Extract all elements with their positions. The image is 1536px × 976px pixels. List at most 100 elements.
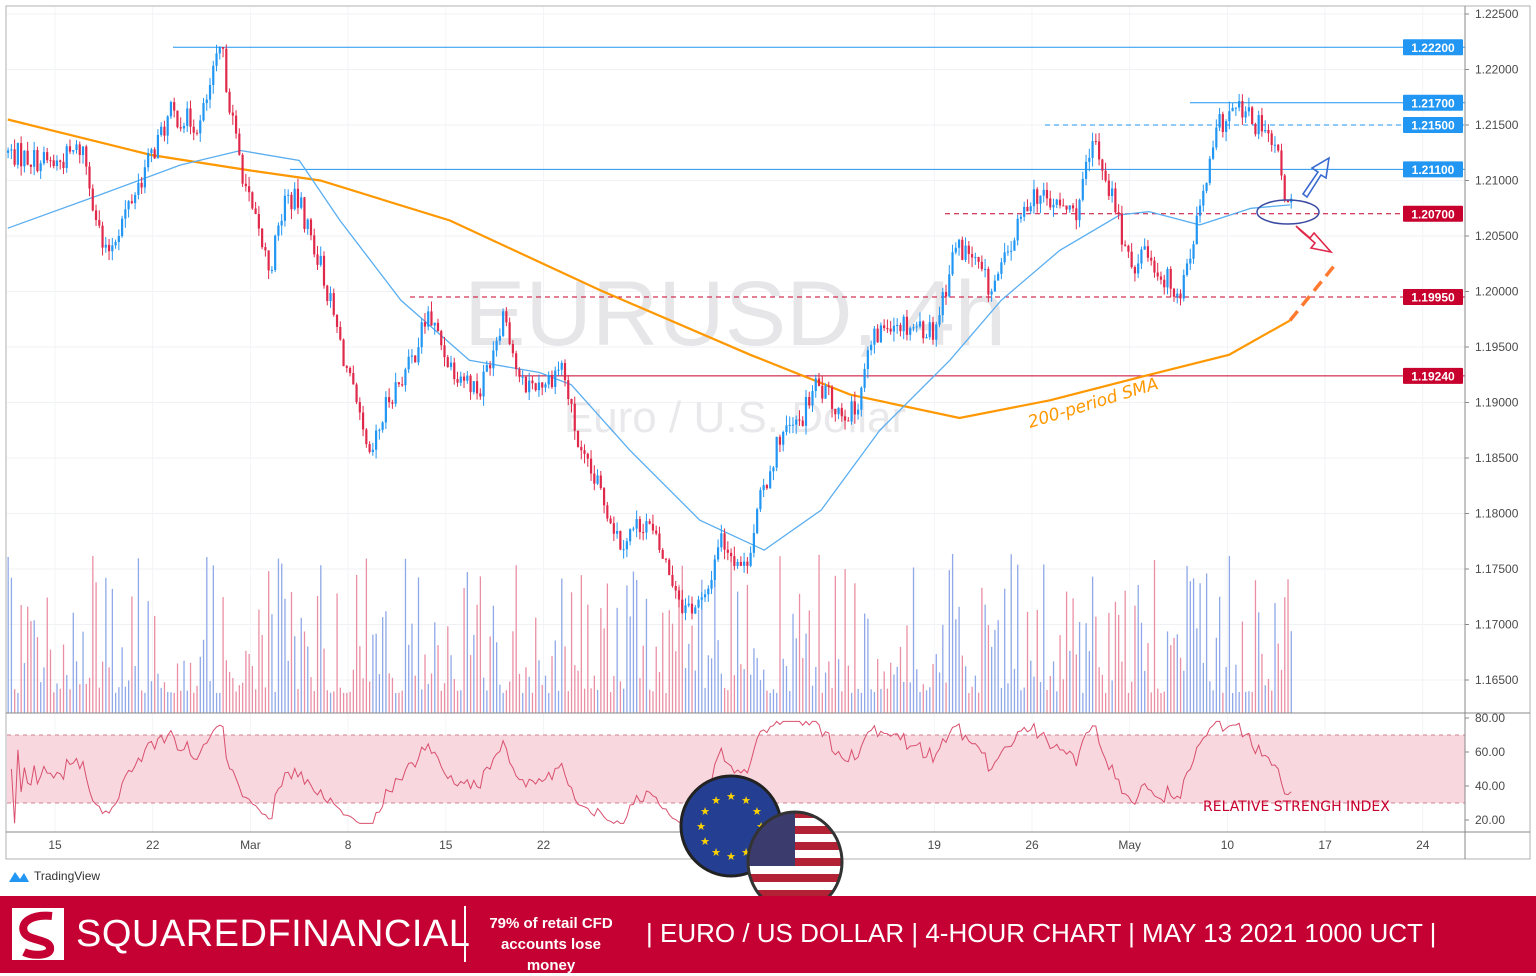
volume-bar [619,681,622,713]
candle-body [1231,107,1234,112]
volume-bar [538,660,540,713]
candle-body [814,378,817,392]
volume-bar [1085,623,1087,713]
candle-body [1032,189,1036,207]
volume-bar [548,692,550,713]
candle-body [642,532,645,534]
volume-bar [1020,690,1022,713]
volume-bar [460,690,462,713]
candle-body [199,120,202,134]
candle-body [853,401,856,415]
volume-bar [1150,692,1152,713]
volume-bar [1052,661,1055,713]
rsi-tick-label: 80.00 [1475,711,1505,725]
volume-bar [1280,669,1283,713]
candle-body [130,201,133,204]
candle-body [762,485,765,491]
volume-bar [427,683,429,713]
volume-bar [929,687,931,713]
y-tick-label: 1.18500 [1475,451,1519,465]
candle-body [1137,263,1140,274]
candle-body [453,362,456,380]
price-chart[interactable]: EURUSD, 4h Euro / U.S. Dollar 1.22500 1.2… [0,0,1536,896]
volume-bar [981,587,983,713]
volume-bar [323,648,325,713]
volume-bar [1261,653,1263,713]
volume-bar [574,665,576,713]
candle-body [134,194,137,204]
volume-bar [577,670,579,713]
y-tick-label: 1.16500 [1475,673,1519,687]
volume-bar [636,579,638,713]
volume-bar [352,669,355,713]
level-price-tag [1403,39,1463,56]
candle-body [114,242,117,246]
volume-bar [1232,692,1234,713]
candle-body [729,552,733,557]
volume-bar [795,638,797,713]
candle-body [430,311,433,326]
candle-body [733,556,736,566]
candle-body [482,371,485,397]
candle-body [1097,141,1101,160]
candle-body [1267,130,1270,134]
candle-body [687,603,690,606]
candle-body [1120,213,1123,245]
candle-body [1218,114,1221,128]
volume-bar [593,675,596,713]
candle-body [1172,288,1176,297]
candle-body [648,521,651,524]
candle-body [713,559,716,580]
volume-bar [776,692,778,713]
candle-body [1182,274,1185,299]
volume-bar [368,681,371,713]
candle-body [1146,246,1150,258]
x-tick-label: Mar [240,838,261,852]
volume-bar [385,611,387,713]
candle-body [638,519,641,533]
candle-body [384,397,387,423]
volume-bar [329,692,332,713]
volume-bar [1235,664,1237,713]
volume-bar [261,634,263,713]
candle-body [1101,159,1104,171]
volume-bar [447,626,449,713]
candle-body [401,384,404,386]
candle-body [1234,107,1237,109]
candle-body [49,160,52,162]
volume-bar [342,692,345,713]
y-tick-label: 1.17500 [1475,562,1519,576]
symbol-watermark: EURUSD, 4h [464,263,1006,365]
volume-bar [245,650,247,713]
volume-bar [626,585,628,713]
volume-bar [111,588,114,713]
candle-body [716,547,720,560]
volume-bar [336,593,338,713]
volume-bar [212,565,214,713]
volume-bar [785,666,788,713]
volume-bar [40,682,42,713]
tradingview-logo[interactable]: TradingView [8,869,100,883]
candle-body [479,393,482,397]
candle-body [404,369,407,386]
volume-bar [564,646,566,713]
volume-bar [769,692,771,713]
candle-body [586,453,589,459]
candle-body [446,357,449,368]
candle-body [277,225,280,236]
candle-body [1260,115,1264,132]
level-price-label: 1.22200 [1411,41,1455,55]
candle-body [13,149,16,165]
chart-headline: | EURO / US DOLLAR | 4-HOUR CHART | MAY … [646,918,1437,948]
volume-bar [1189,581,1191,713]
volume-bar [114,692,117,713]
candle-body [1013,240,1016,251]
candle-body [300,197,303,208]
y-tick-label: 1.22500 [1475,7,1519,21]
volume-bar [463,587,465,713]
candle-body [990,291,993,295]
volume-bar [958,606,960,713]
sma-short-line [7,149,1291,551]
candle-body [873,328,876,345]
volume-bar [359,646,361,713]
